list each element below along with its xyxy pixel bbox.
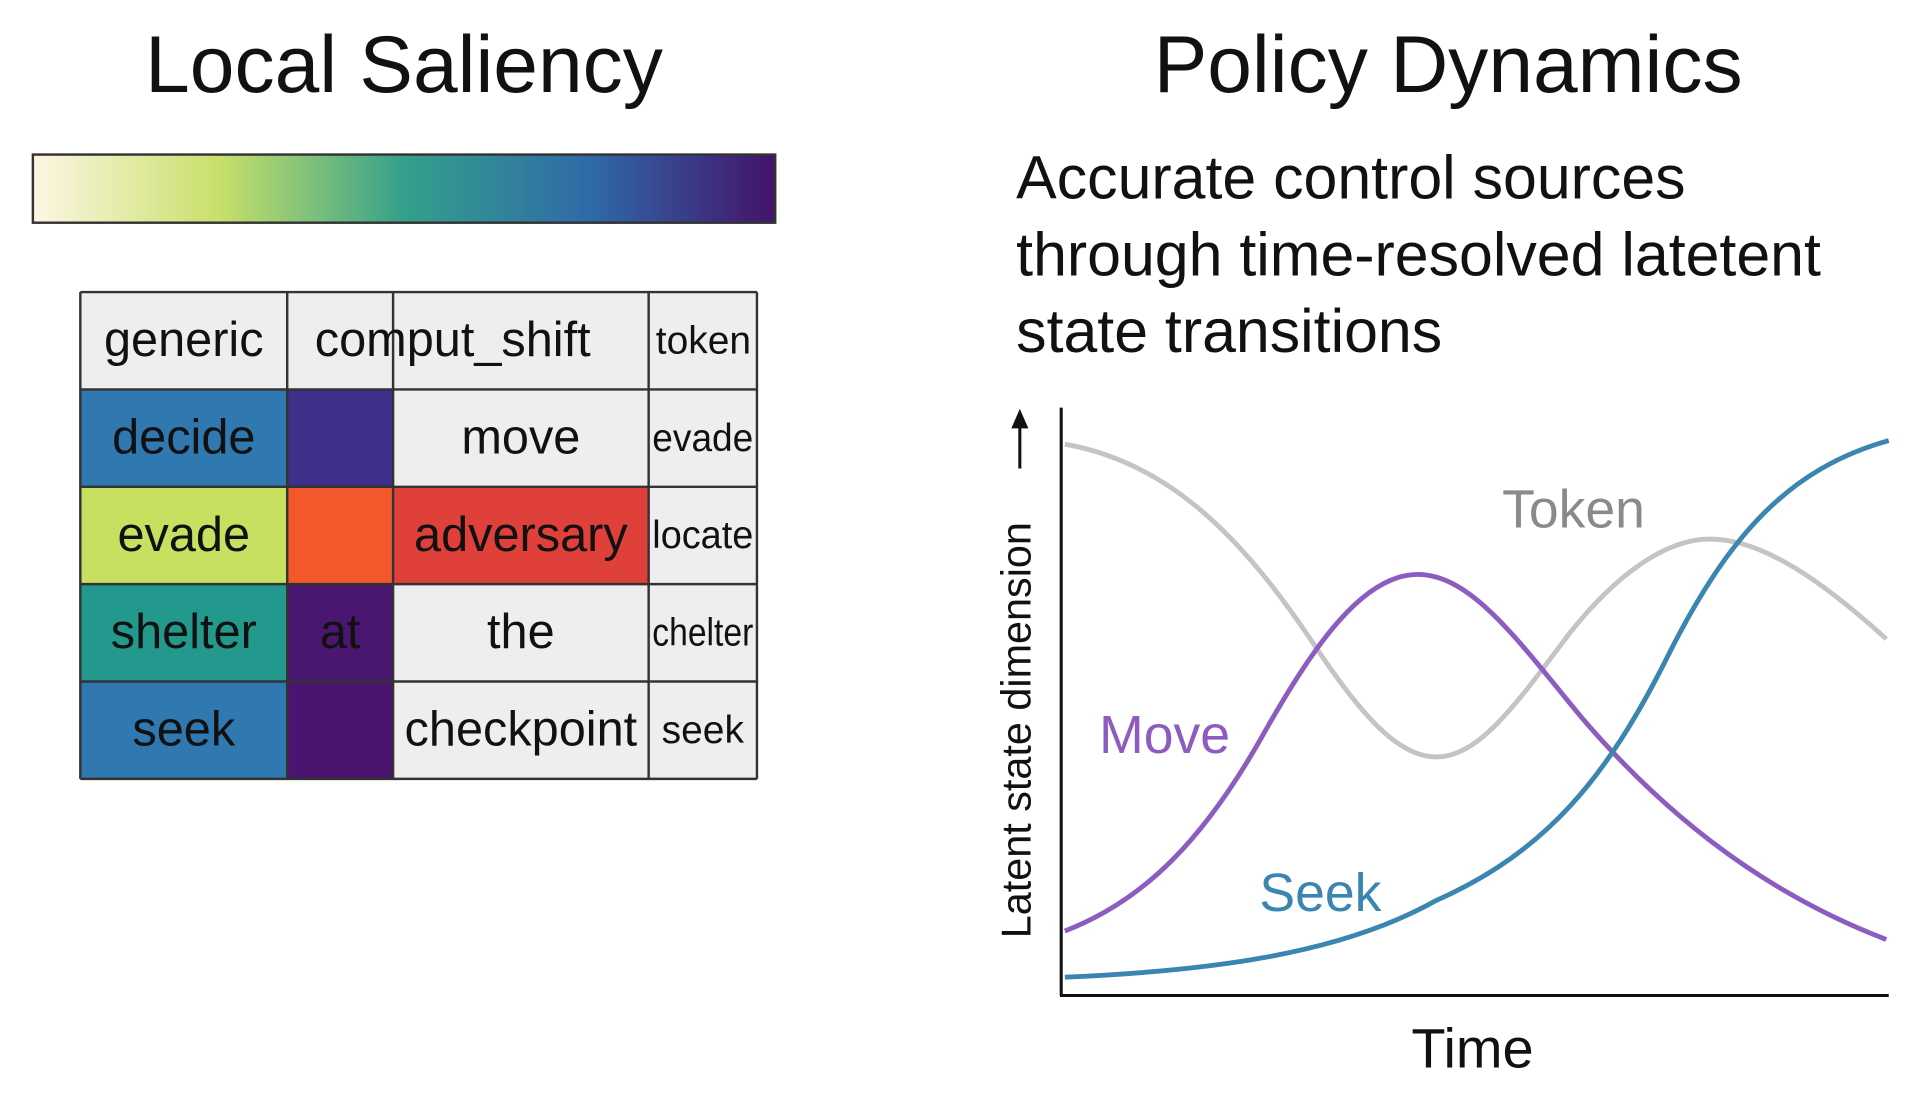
cell [287, 389, 394, 487]
y-label: Latent state dimension [994, 522, 1040, 938]
colorbar [31, 153, 777, 224]
cell-text: locate [652, 514, 753, 557]
cell [287, 486, 394, 585]
cell [393, 486, 649, 585]
subtitle-line: through time-resolved latetent [1016, 220, 1821, 288]
cell [393, 681, 649, 779]
curve-label: Token [1502, 481, 1645, 540]
subtitle-line: state transitions [1016, 297, 1442, 365]
saliency-title: Local Saliency [145, 20, 663, 110]
cell-text: seek [662, 709, 745, 752]
cell [393, 584, 649, 682]
cell-text: evade [117, 508, 250, 562]
curve [1063, 571, 1888, 942]
cell [287, 681, 394, 779]
x-label: Time [1411, 1016, 1533, 1079]
policy-chart: Latent state dimension Time Token Move See… [994, 407, 1890, 1079]
header-text: generic [104, 313, 264, 367]
cell [648, 486, 757, 585]
cell-text: shelter [111, 605, 257, 659]
curve [1064, 438, 1890, 980]
curve-label: Move [1099, 706, 1230, 765]
header-text: token [656, 319, 751, 362]
cell-text: at [320, 605, 361, 659]
cell [80, 584, 288, 682]
policy-title: Policy Dynamics [1154, 20, 1743, 110]
header-row [80, 292, 757, 390]
cell [393, 389, 649, 487]
cell-text: adversary [414, 508, 628, 562]
cell-text: chelter [652, 612, 753, 655]
y-arrow-head [1011, 408, 1029, 429]
header-text: comput_shift [315, 313, 591, 367]
cell [648, 389, 757, 487]
curve [1064, 441, 1888, 760]
curve-label: Seek [1259, 864, 1381, 923]
subtitle-line: Accurate control sources [1016, 144, 1685, 212]
cell-text: checkpoint [405, 702, 638, 756]
cell-text: move [461, 410, 580, 464]
cell [287, 584, 394, 682]
cell [80, 389, 288, 487]
cell [80, 486, 288, 585]
cell [648, 681, 757, 779]
cell-text: seek [132, 702, 235, 756]
cell-text: evade [652, 417, 753, 460]
cell-text: decide [112, 410, 255, 464]
cell-text: the [487, 605, 555, 659]
cell [648, 584, 757, 682]
cell [80, 681, 288, 779]
saliency-table: decide move evade evade adversary locate shelt… [79, 290, 759, 781]
